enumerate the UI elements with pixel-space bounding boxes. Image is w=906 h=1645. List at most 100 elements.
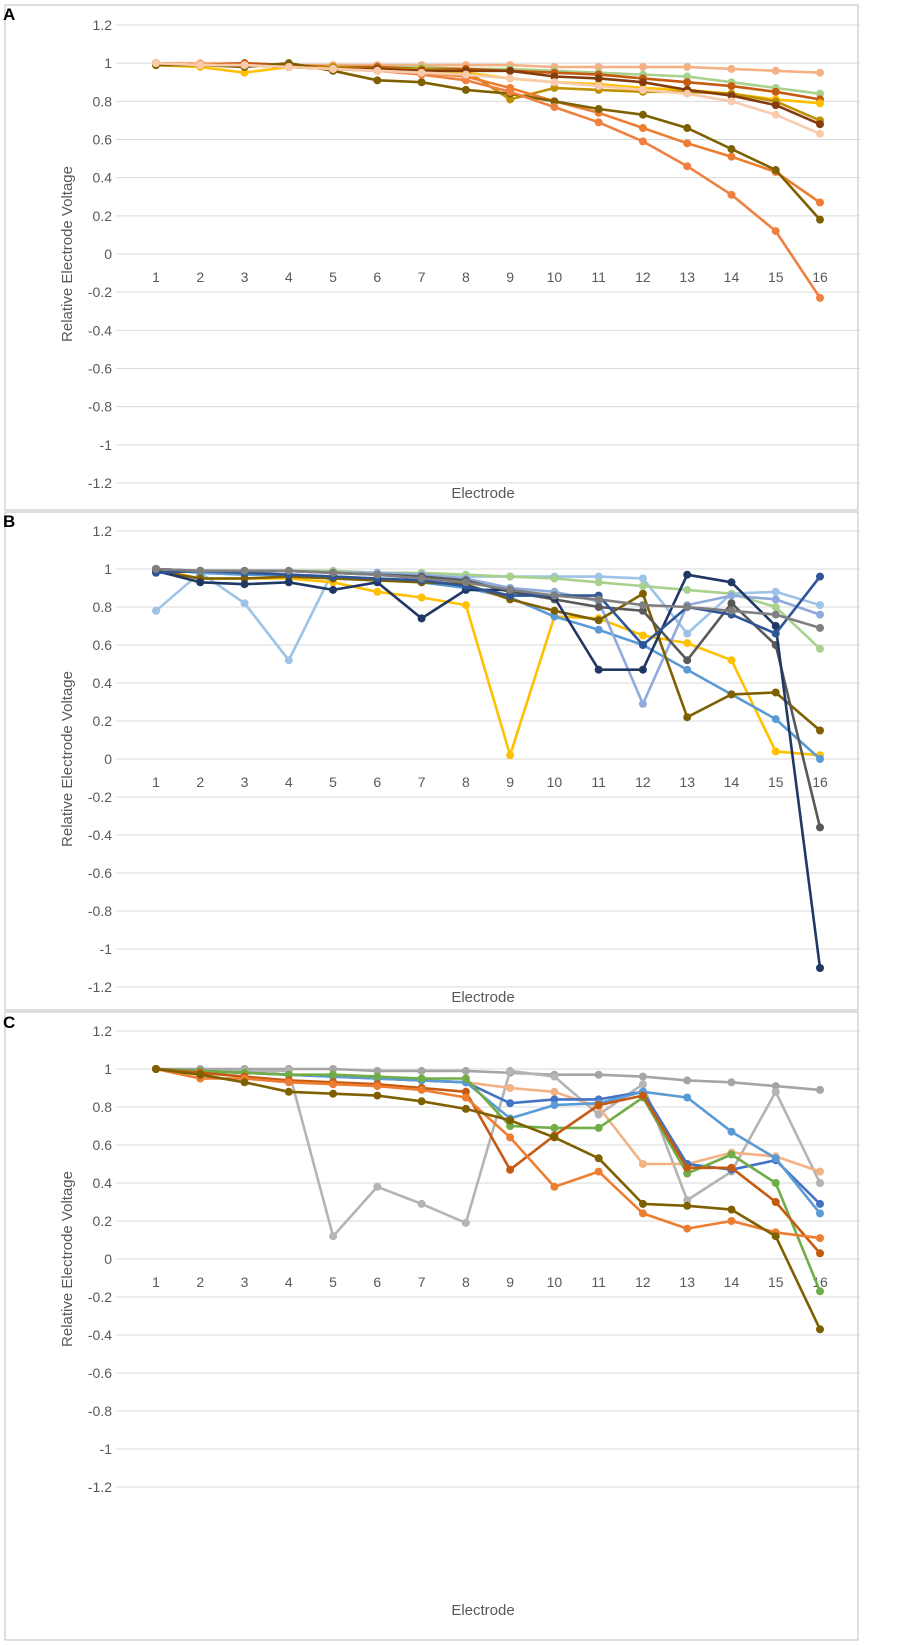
data-point <box>771 110 780 119</box>
data-point <box>638 1080 647 1089</box>
y-tick-label: 1 <box>104 561 112 577</box>
y-tick-label: -0.4 <box>88 322 112 338</box>
data-point <box>506 1122 515 1130</box>
y-tick-label: 0.8 <box>93 1099 113 1115</box>
data-point <box>196 578 205 587</box>
data-point <box>550 1101 559 1110</box>
x-tick-label: 14 <box>724 269 740 285</box>
data-point <box>196 1070 205 1079</box>
data-point <box>727 1150 736 1159</box>
y-tick-label: 1.2 <box>93 523 113 539</box>
data-point <box>816 1249 824 1258</box>
data-point <box>683 1201 692 1210</box>
data-point <box>683 713 692 722</box>
x-tick-label: 11 <box>591 774 606 790</box>
x-tick-label: 10 <box>547 774 563 790</box>
data-point <box>727 82 736 91</box>
data-point <box>373 1182 382 1191</box>
data-point <box>284 62 293 71</box>
x-tick-label: 9 <box>506 1274 514 1290</box>
data-point <box>417 1085 426 1094</box>
data-point <box>240 599 249 608</box>
data-point <box>373 1082 382 1091</box>
data-point <box>638 665 647 674</box>
y-tick-label: 0.2 <box>93 713 113 729</box>
data-point <box>816 726 824 735</box>
data-point <box>550 1133 559 1142</box>
x-tick-label: 6 <box>373 1274 381 1290</box>
data-point <box>727 190 736 199</box>
data-point <box>550 1072 559 1081</box>
y-tick-label: 1 <box>104 55 112 71</box>
data-point <box>683 124 692 133</box>
data-point <box>196 61 205 70</box>
data-point <box>550 574 559 583</box>
data-point <box>771 587 780 596</box>
data-point <box>771 715 780 724</box>
y-tick-label: -1.2 <box>88 475 112 491</box>
data-point <box>683 1076 692 1085</box>
data-point <box>506 1066 515 1075</box>
y-tick-label: -1.2 <box>88 979 112 995</box>
data-point <box>550 1123 559 1132</box>
data-point <box>771 227 780 236</box>
x-tick-label: 13 <box>679 269 695 285</box>
data-point <box>638 641 647 649</box>
x-tick-label: 12 <box>635 1274 651 1290</box>
data-point <box>594 625 603 634</box>
data-point <box>373 570 382 579</box>
x-axis-title: Electrode <box>451 1602 514 1619</box>
data-point <box>727 97 736 106</box>
data-point <box>594 104 603 113</box>
data-point <box>683 139 692 148</box>
data-point <box>638 606 647 615</box>
data-point <box>461 601 470 610</box>
data-point <box>683 585 692 594</box>
data-point <box>771 101 780 110</box>
data-point <box>550 612 559 621</box>
series-line <box>154 1067 822 1240</box>
data-point <box>683 570 692 579</box>
data-point <box>727 690 736 699</box>
data-point <box>594 1123 603 1132</box>
data-point <box>771 595 780 604</box>
panel-label: A <box>3 5 15 24</box>
chart-panel-c: 1.2 1 0.8 0.6 0.4 0.2 0 -0.2 -0.4 -0.6 -0.8 -1 -1.2 1… <box>3 1011 860 1641</box>
data-point <box>594 572 603 581</box>
y-tick-label: 0.4 <box>93 1175 113 1191</box>
data-point <box>506 1084 515 1092</box>
data-point <box>816 644 824 653</box>
x-tick-label: 2 <box>196 1274 204 1290</box>
panel-label: C <box>3 1013 15 1032</box>
series-line <box>154 1067 822 1092</box>
data-point <box>816 68 824 77</box>
data-point <box>727 1163 736 1172</box>
data-point <box>461 1093 470 1102</box>
x-tick-label: 5 <box>329 774 337 790</box>
data-point <box>373 1072 382 1081</box>
x-tick-label: 3 <box>241 774 249 790</box>
data-point <box>417 78 426 87</box>
data-point <box>461 1087 470 1096</box>
data-point <box>329 64 338 73</box>
data-point <box>727 656 736 665</box>
data-point <box>506 1116 515 1125</box>
y-tick-label: 0 <box>104 246 112 262</box>
data-point <box>727 606 736 615</box>
x-tick-label: 2 <box>196 269 204 285</box>
data-point <box>329 568 338 577</box>
data-point <box>816 1209 824 1218</box>
series-line <box>154 1067 822 1293</box>
x-axis-title: Electrode <box>451 989 514 1006</box>
y-tick-label: -0.4 <box>88 827 112 843</box>
data-point <box>727 1078 736 1087</box>
data-point <box>683 665 692 674</box>
data-point <box>506 74 515 83</box>
data-point <box>550 1095 559 1104</box>
data-point <box>771 610 780 619</box>
data-point <box>417 593 426 602</box>
data-point <box>506 95 515 104</box>
data-point <box>816 610 824 619</box>
data-point <box>461 1104 470 1113</box>
data-point <box>816 1085 824 1094</box>
